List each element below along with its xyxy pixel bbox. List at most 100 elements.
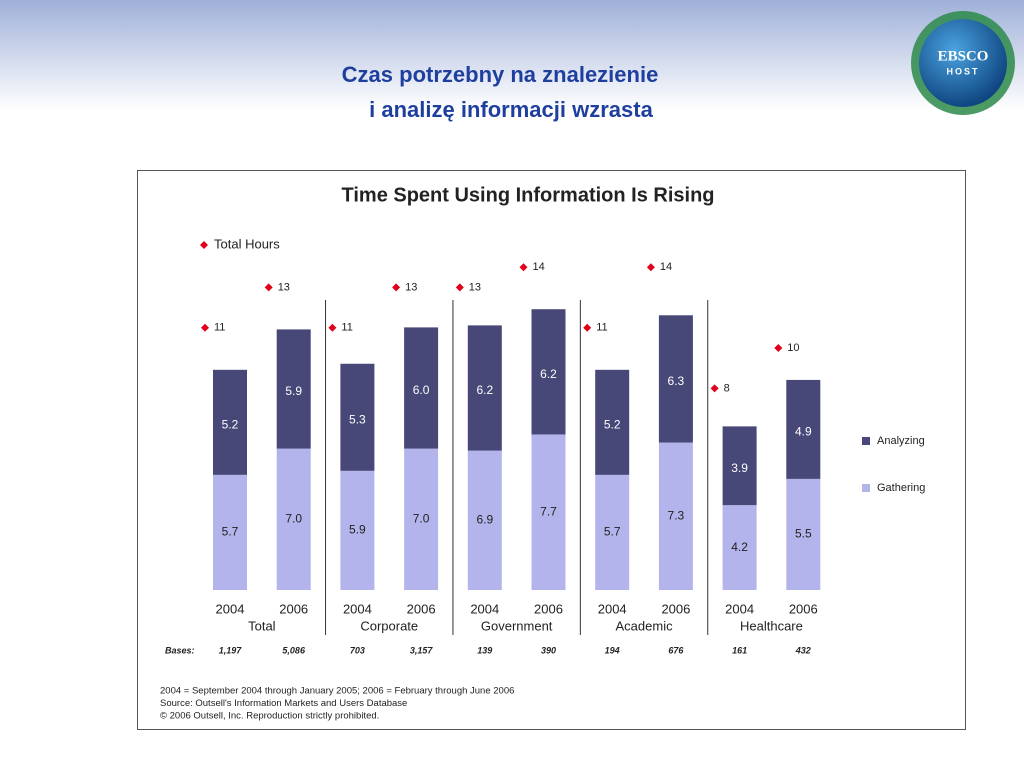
value-label: 6.9 [476, 512, 493, 526]
value-label: 5.9 [285, 384, 302, 398]
group-label: Academic [616, 618, 674, 633]
bar-segment [786, 379, 821, 479]
footnote: 2004 = September 2004 through January 20… [160, 686, 514, 697]
value-label: 7.0 [413, 511, 430, 525]
x-tick-label: 2004 [598, 601, 627, 616]
bar-segment [722, 505, 757, 590]
x-tick-label: 2004 [343, 601, 372, 616]
legend-label: Gathering [877, 482, 925, 494]
bar-segment [658, 442, 693, 590]
bar-segment [722, 426, 757, 506]
value-label: 6.2 [476, 383, 493, 397]
bar-segment [340, 470, 375, 590]
total-marker [328, 323, 337, 332]
total-marker [519, 263, 528, 272]
value-label: 5.2 [604, 418, 621, 432]
value-label: 6.3 [668, 374, 685, 388]
slide-title: i analizę informacji wzrasta [369, 97, 653, 122]
total-label: 11 [214, 322, 225, 334]
bar-segment [404, 327, 439, 449]
bar-segment [531, 434, 566, 590]
total-label: 8 [724, 382, 730, 394]
bar-segment [467, 450, 502, 590]
chart-title: Time Spent Using Information Is Rising [342, 184, 715, 206]
value-label: 5.9 [349, 523, 366, 537]
x-tick-label: 2004 [725, 601, 754, 616]
value-label: 5.2 [222, 418, 239, 432]
legend-label: Total Hours [214, 236, 280, 251]
bar-segment [340, 363, 375, 471]
bar-segment [531, 309, 566, 435]
value-label: 5.3 [349, 412, 366, 426]
footnote: Source: Outsell's Information Markets an… [160, 698, 407, 709]
bar-segment [658, 315, 693, 443]
header-band [0, 0, 1024, 110]
x-tick-label: 2006 [661, 601, 690, 616]
value-label: 4.2 [731, 540, 748, 554]
base-value: 390 [541, 645, 556, 655]
value-label: 6.2 [540, 367, 557, 381]
bar-segment [595, 474, 630, 590]
total-marker [646, 263, 655, 272]
total-label: 11 [341, 322, 352, 334]
legend-marker [200, 241, 208, 249]
base-value: 161 [732, 645, 747, 655]
base-value: 676 [668, 645, 684, 655]
total-marker [201, 323, 209, 332]
slide-title: Czas potrzebny na znalezienie [342, 62, 659, 87]
bar-segment [467, 325, 502, 451]
bases-label: Bases: [165, 645, 195, 655]
legend-swatch [862, 437, 870, 445]
total-label: 14 [660, 261, 672, 273]
total-label: 14 [533, 261, 545, 273]
value-label: 4.9 [795, 425, 812, 439]
total-marker [392, 283, 401, 292]
bar-segment [276, 329, 311, 449]
bar-segment [213, 474, 247, 590]
total-label: 13 [405, 281, 417, 293]
value-label: 5.5 [795, 527, 812, 541]
logo-name: EBSCO [938, 48, 989, 64]
value-label: 5.7 [604, 525, 621, 539]
base-value: 139 [477, 645, 492, 655]
x-tick-label: 2006 [279, 601, 308, 616]
group-label: Healthcare [740, 618, 803, 633]
group-label: Corporate [360, 618, 418, 633]
value-label: 7.3 [668, 508, 685, 522]
value-label: 6.0 [413, 383, 430, 397]
x-tick-label: 2004 [216, 601, 245, 616]
legend-swatch [862, 484, 870, 492]
total-label: 13 [278, 281, 290, 293]
logo-sub: HOST [946, 66, 979, 76]
x-tick-label: 2006 [407, 601, 436, 616]
group-label: Total [248, 618, 276, 633]
legend-label: Analyzing [877, 435, 925, 447]
base-value: 703 [350, 645, 365, 655]
bar-segment [595, 369, 630, 475]
bar-segment [213, 369, 247, 475]
group-label: Government [481, 618, 553, 633]
value-label: 7.7 [540, 504, 557, 518]
base-value: 3,157 [410, 645, 434, 655]
total-marker [455, 283, 464, 292]
value-label: 7.0 [285, 511, 302, 525]
base-value: 1,197 [219, 645, 243, 655]
total-marker [264, 283, 273, 292]
value-label: 5.7 [222, 525, 239, 539]
total-marker [710, 384, 719, 393]
total-marker [583, 323, 592, 332]
total-label: 10 [787, 342, 799, 354]
base-value: 432 [795, 645, 811, 655]
total-label: 11 [596, 322, 607, 334]
bar-segment [404, 448, 439, 590]
bar-segment [786, 478, 821, 590]
footnote: © 2006 Outsell, Inc. Reproduction strict… [160, 711, 379, 722]
total-marker [774, 344, 783, 352]
x-tick-label: 2006 [534, 601, 563, 616]
base-value: 194 [605, 645, 620, 655]
value-label: 3.9 [731, 461, 748, 475]
x-tick-label: 2006 [789, 601, 818, 616]
total-label: 13 [469, 281, 481, 293]
